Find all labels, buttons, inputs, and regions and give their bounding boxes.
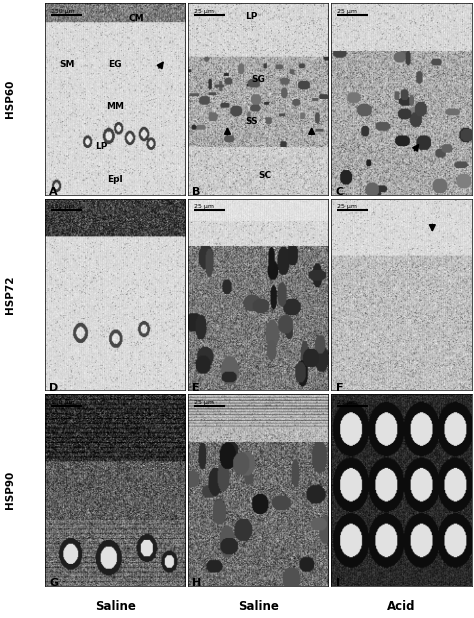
- Text: Saline: Saline: [95, 600, 136, 613]
- Text: Saline: Saline: [238, 600, 279, 613]
- Text: SM: SM: [60, 60, 75, 69]
- Text: LP: LP: [95, 142, 107, 151]
- Text: D: D: [49, 383, 58, 392]
- Text: HSP72: HSP72: [5, 275, 16, 314]
- Text: H: H: [192, 578, 201, 588]
- Text: 150 μm: 150 μm: [51, 205, 74, 210]
- Text: SG: SG: [251, 75, 265, 84]
- Text: HSP60: HSP60: [5, 80, 16, 118]
- Text: CM: CM: [128, 14, 144, 23]
- Text: SS: SS: [245, 117, 258, 127]
- Text: 25 μm: 25 μm: [337, 205, 357, 210]
- Text: E: E: [192, 383, 200, 392]
- Text: C: C: [336, 187, 344, 197]
- Text: SC: SC: [259, 171, 272, 180]
- Text: HSP90: HSP90: [5, 471, 16, 509]
- Text: G: G: [49, 578, 58, 588]
- Text: 25 μm: 25 μm: [194, 9, 214, 14]
- Text: EG: EG: [109, 60, 122, 69]
- Text: MM: MM: [106, 102, 124, 111]
- Text: LP: LP: [245, 12, 257, 21]
- Text: Epl: Epl: [108, 175, 123, 184]
- Text: 25 μm: 25 μm: [337, 9, 357, 14]
- Text: I: I: [336, 578, 339, 588]
- Text: 150 μm: 150 μm: [51, 9, 74, 14]
- Text: Acid: Acid: [387, 600, 416, 613]
- Text: F: F: [336, 383, 343, 392]
- Text: 25 μm: 25 μm: [337, 400, 357, 405]
- Text: B: B: [192, 187, 201, 197]
- Text: 150 μm: 150 μm: [51, 400, 74, 405]
- Text: 25 μm: 25 μm: [194, 400, 214, 405]
- Text: A: A: [49, 187, 58, 197]
- Text: 25 μm: 25 μm: [194, 205, 214, 210]
